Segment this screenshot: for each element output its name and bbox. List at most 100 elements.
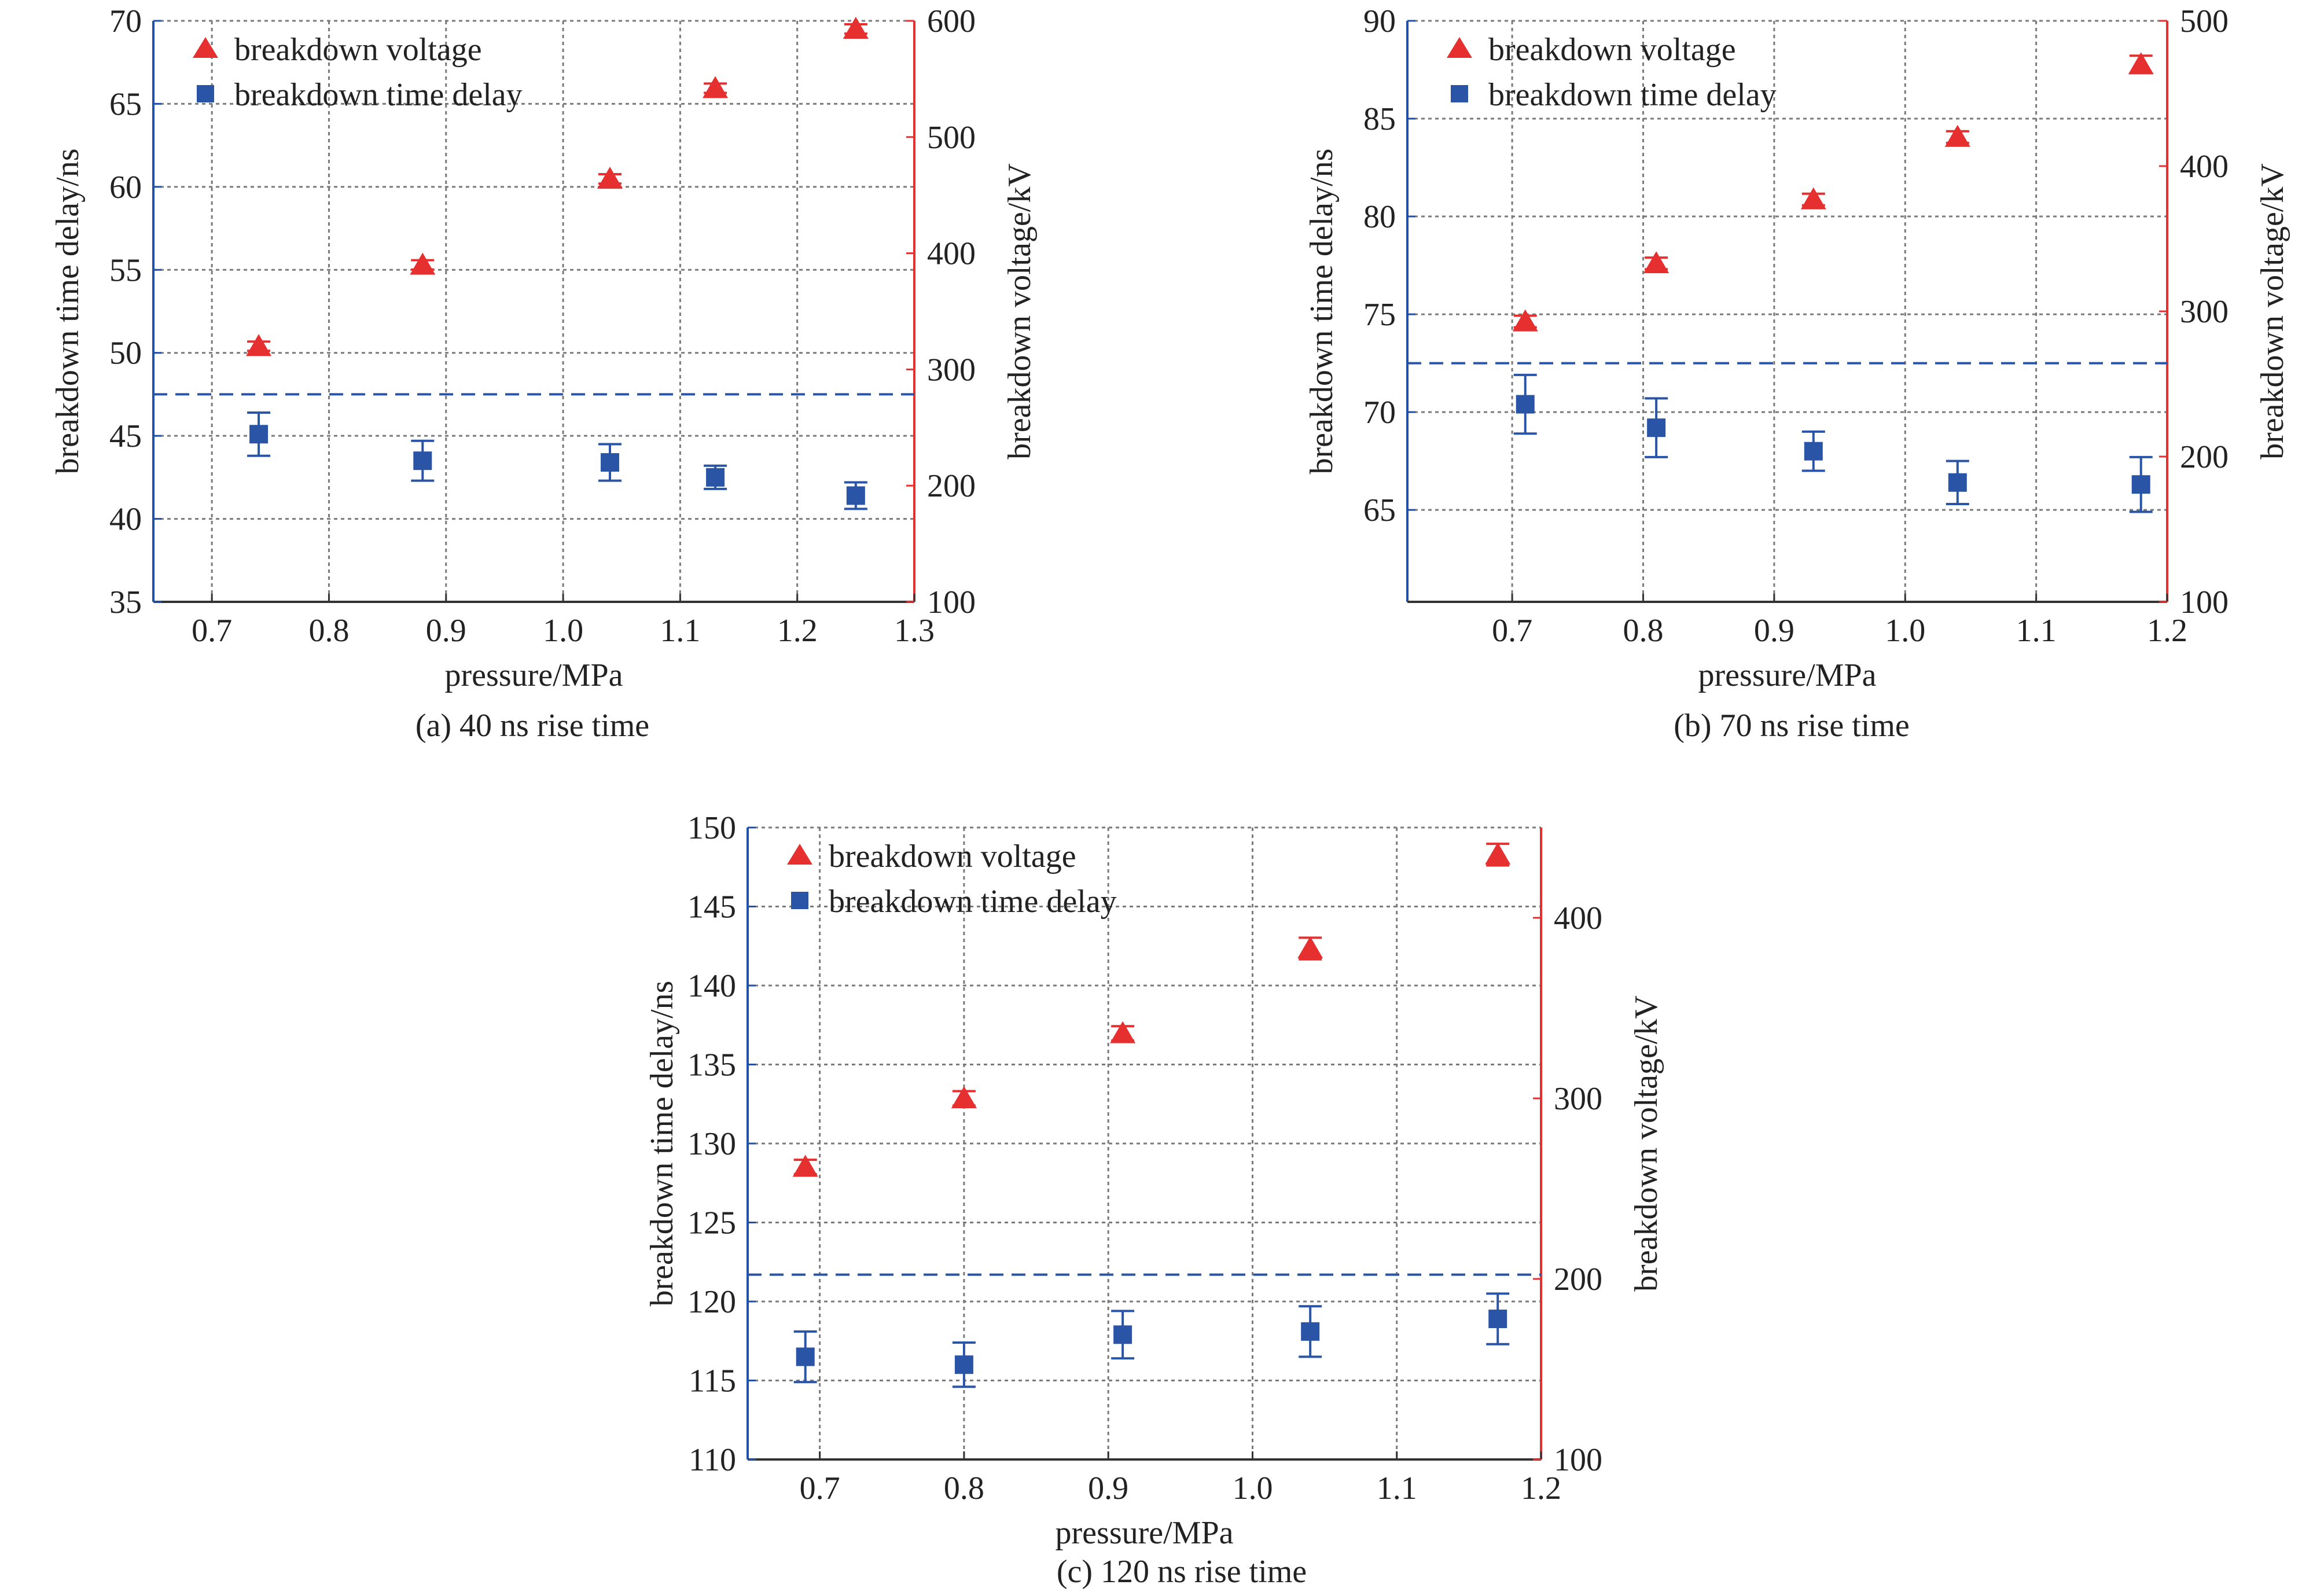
y-right-tick-label: 100	[1554, 1442, 1602, 1478]
voltage-point	[246, 334, 272, 356]
delay-point	[249, 425, 269, 444]
y-left-tick-label: 35	[109, 584, 142, 620]
x-tick-label: 1.2	[2147, 613, 2187, 649]
y-left-tick-label: 75	[1363, 297, 1396, 333]
x-tick-label: 0.7	[192, 613, 232, 649]
y-left-axis-label: breakdown time delay/ns	[1304, 149, 1340, 475]
y-right-axis-label: breakdown voltage/kV	[1002, 163, 1038, 459]
x-tick-label: 0.7	[1492, 613, 1532, 649]
y-left-tick-label: 65	[1363, 492, 1396, 528]
y-left-tick-label: 70	[1363, 395, 1396, 431]
y-right-axis-label: breakdown voltage/kV	[1628, 995, 1664, 1292]
y-left-tick-label: 60	[109, 170, 142, 205]
voltage-point	[1643, 251, 1670, 274]
x-tick-label: 0.9	[1754, 613, 1795, 649]
x-tick-label: 1.2	[777, 613, 818, 649]
delay-point	[2131, 475, 2150, 494]
y-right-tick-label: 400	[927, 236, 976, 272]
voltage-point	[951, 1086, 977, 1108]
y-left-tick-label: 140	[687, 968, 736, 1004]
voltage-point	[703, 76, 729, 98]
delay-point	[796, 1347, 815, 1366]
y-left-tick-label: 120	[687, 1284, 736, 1320]
legend-voltage-marker	[787, 844, 812, 865]
delay-point	[1948, 473, 1967, 492]
x-axis-label: pressure/MPa	[1698, 657, 1877, 693]
legend-delay-label: breakdown time delay	[234, 77, 523, 113]
voltage-point	[843, 17, 869, 39]
voltage-point	[2128, 52, 2154, 75]
y-right-tick-label: 500	[2180, 3, 2229, 39]
y-right-tick-label: 300	[1554, 1081, 1602, 1117]
y-right-axis-label: breakdown voltage/kV	[2255, 163, 2290, 459]
y-right-tick-label: 500	[927, 120, 976, 156]
delay-point	[846, 486, 865, 505]
legend-delay-marker	[1451, 85, 1468, 102]
x-tick-label: 0.8	[1623, 613, 1663, 649]
x-tick-label: 1.2	[1521, 1470, 1561, 1506]
y-left-tick-label: 130	[687, 1126, 736, 1162]
y-left-tick-label: 85	[1363, 101, 1396, 137]
y-left-tick-label: 65	[109, 86, 142, 122]
x-tick-label: 0.9	[1088, 1470, 1128, 1506]
legend-voltage-label: breakdown voltage	[1488, 32, 1736, 68]
x-tick-label: 1.1	[2016, 613, 2057, 649]
delay-point	[413, 451, 432, 470]
legend-delay-marker	[791, 892, 808, 909]
caption-b: (b) 70 ns rise time	[1674, 708, 1910, 744]
y-left-tick-label: 55	[109, 252, 142, 288]
voltage-point	[1944, 124, 1970, 147]
delay-point	[1804, 442, 1823, 461]
voltage-point	[1512, 309, 1538, 332]
legend-delay-label: breakdown time delay	[1488, 77, 1777, 113]
y-left-axis-label: breakdown time delay/ns	[644, 981, 680, 1307]
caption-c: (c) 120 ns rise time	[1056, 1554, 1307, 1590]
x-tick-label: 1.0	[1232, 1470, 1273, 1506]
x-tick-label: 1.0	[1885, 613, 1925, 649]
x-axis-label: pressure/MPa	[445, 657, 623, 693]
x-tick-label: 1.3	[894, 613, 935, 649]
voltage-point	[410, 252, 436, 275]
y-right-tick-label: 200	[2180, 439, 2229, 475]
voltage-point	[1110, 1021, 1136, 1043]
y-right-tick-label: 400	[1554, 900, 1602, 936]
legend-voltage-marker	[1447, 37, 1472, 58]
voltage-point	[597, 167, 623, 189]
y-left-tick-label: 90	[1363, 3, 1396, 39]
voltage-point	[1485, 842, 1511, 865]
y-left-tick-label: 40	[109, 502, 142, 538]
delay-point	[601, 453, 619, 472]
delay-point	[706, 468, 725, 487]
legend-voltage-marker	[193, 37, 218, 58]
delay-point	[1647, 418, 1666, 437]
y-right-tick-label: 300	[2180, 294, 2229, 330]
x-tick-label: 1.0	[543, 613, 583, 649]
x-tick-label: 0.8	[944, 1470, 984, 1506]
y-left-tick-label: 45	[109, 418, 142, 454]
x-tick-label: 0.8	[308, 613, 349, 649]
delay-point	[1516, 395, 1535, 414]
x-axis-label: pressure/MPa	[1056, 1515, 1234, 1551]
y-right-tick-label: 300	[927, 352, 976, 388]
y-left-tick-label: 135	[687, 1047, 736, 1083]
x-tick-label: 1.1	[1377, 1470, 1417, 1506]
delay-point	[954, 1355, 973, 1374]
x-tick-label: 0.7	[800, 1470, 840, 1506]
y-left-tick-label: 125	[687, 1205, 736, 1241]
legend-voltage-label: breakdown voltage	[234, 32, 482, 68]
y-left-tick-label: 150	[687, 810, 736, 846]
y-right-tick-label: 400	[2180, 149, 2229, 185]
y-right-tick-label: 100	[2180, 584, 2229, 620]
legend-voltage-label: breakdown voltage	[829, 839, 1076, 874]
x-tick-label: 1.1	[660, 613, 700, 649]
x-tick-label: 0.9	[426, 613, 466, 649]
y-left-tick-label: 145	[687, 889, 736, 925]
y-left-tick-label: 80	[1363, 199, 1396, 235]
y-right-tick-label: 200	[1554, 1262, 1602, 1297]
y-left-tick-label: 115	[689, 1363, 736, 1399]
legend-delay-marker	[197, 85, 214, 102]
